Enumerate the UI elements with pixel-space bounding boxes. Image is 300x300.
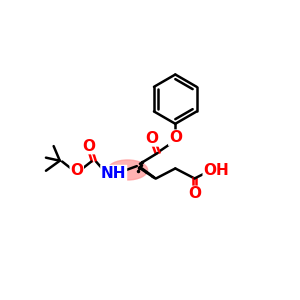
Text: OH: OH [203,163,229,178]
Text: O: O [146,131,159,146]
Ellipse shape [108,160,148,180]
Text: O: O [82,139,96,154]
Text: NH: NH [101,166,127,181]
Text: O: O [70,163,83,178]
Text: O: O [169,130,182,145]
Text: O: O [188,186,201,201]
